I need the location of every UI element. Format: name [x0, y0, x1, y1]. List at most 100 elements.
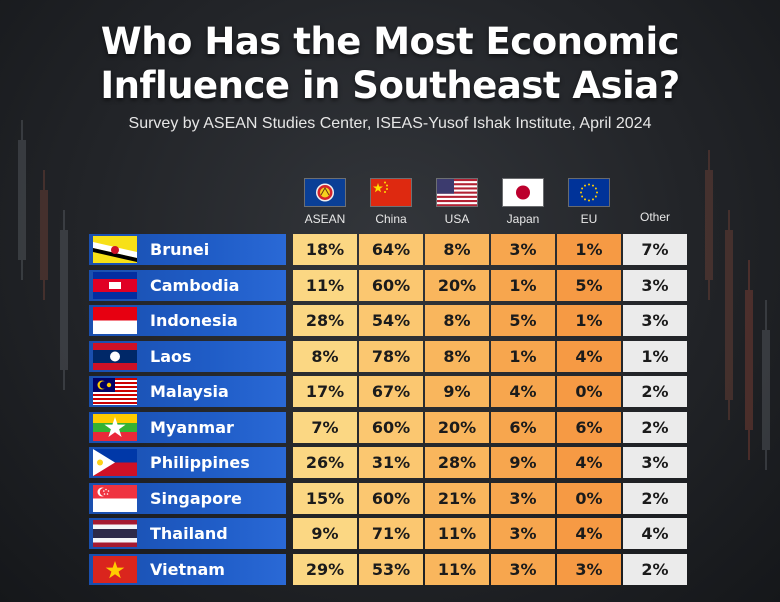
value-cell: 2% — [623, 411, 687, 443]
cambodia-flag-icon — [93, 271, 137, 299]
value-cell: 28% — [293, 305, 357, 336]
value-cell: 0% — [557, 376, 621, 407]
value-cell: 8% — [425, 234, 489, 265]
value-cell: 3% — [557, 553, 621, 585]
indonesia-flag-icon — [93, 307, 137, 334]
value-cell: 0% — [557, 482, 621, 514]
value-cell: 2% — [623, 482, 687, 514]
value-cell: 5% — [491, 305, 555, 336]
value-cell: 9% — [425, 376, 489, 407]
value-cell: 21% — [425, 482, 489, 514]
value-cell: 67% — [359, 376, 423, 407]
chart-title: Who Has the Most Economic Influence in S… — [0, 20, 780, 108]
value-cell: 28% — [425, 447, 489, 478]
value-cell: 31% — [359, 447, 423, 478]
malaysia-flag-icon — [93, 378, 137, 405]
row-label-laos: Laos — [89, 340, 286, 372]
chart-title-line-1: Who Has the Most Economic — [100, 20, 680, 63]
value-cell: 4% — [557, 518, 621, 549]
row-label-brunei: Brunei — [89, 234, 286, 265]
row-label-cambodia: Cambodia — [89, 269, 286, 301]
value-cell: 3% — [491, 518, 555, 549]
value-cell: 1% — [491, 340, 555, 372]
value-cell: 4% — [557, 340, 621, 372]
value-cell: 3% — [491, 234, 555, 265]
eu-flag-icon — [568, 178, 610, 207]
value-cell: 8% — [425, 305, 489, 336]
value-cell: 11% — [293, 269, 357, 301]
row-label-indonesia: Indonesia — [89, 305, 286, 336]
column-header-label: EU — [580, 212, 598, 226]
column-header-label: Japan — [506, 212, 540, 226]
country-name: Cambodia — [150, 275, 240, 295]
row-label-philippines: Philippines — [89, 447, 286, 478]
column-header-eu: EU — [557, 178, 621, 226]
value-cell: 2% — [623, 376, 687, 407]
thailand-flag-icon — [93, 520, 137, 547]
country-name: Brunei — [150, 240, 210, 259]
country-name: Philippines — [150, 453, 250, 472]
value-cell: 6% — [557, 411, 621, 443]
row-label-myanmar: Myanmar — [89, 411, 286, 443]
philippines-flag-icon — [93, 449, 137, 476]
value-cell: 7% — [623, 234, 687, 265]
value-cell: 53% — [359, 553, 423, 585]
country-name: Singapore — [150, 488, 242, 508]
singapore-flag-icon — [93, 484, 137, 512]
row-label-singapore: Singapore — [89, 482, 286, 514]
column-header-label: Other — [639, 210, 670, 224]
value-cell: 20% — [425, 411, 489, 443]
value-cell: 2% — [623, 553, 687, 585]
value-cell: 1% — [623, 340, 687, 372]
country-name: Malaysia — [150, 382, 229, 401]
value-cell: 4% — [623, 518, 687, 549]
country-name: Myanmar — [150, 417, 234, 437]
column-header-japan: Japan — [491, 178, 555, 226]
value-cell: 60% — [359, 269, 423, 301]
value-cell: 64% — [359, 234, 423, 265]
laos-flag-icon — [93, 342, 137, 370]
brunei-flag-icon — [93, 236, 137, 263]
asean-flag-icon — [304, 178, 346, 207]
value-cell: 8% — [425, 340, 489, 372]
value-cell: 7% — [293, 411, 357, 443]
value-cell: 4% — [557, 447, 621, 478]
column-header-label: China — [375, 212, 407, 226]
value-cell: 5% — [557, 269, 621, 301]
value-cell: 8% — [293, 340, 357, 372]
vietnam-flag-icon — [93, 555, 137, 583]
value-cell: 29% — [293, 553, 357, 585]
value-cell: 26% — [293, 447, 357, 478]
china-flag-icon — [370, 178, 412, 207]
row-label-thailand: Thailand — [89, 518, 286, 549]
column-header-label: USA — [444, 212, 470, 226]
column-header-other: Other — [623, 178, 687, 226]
value-cell: 60% — [359, 411, 423, 443]
value-cell: 71% — [359, 518, 423, 549]
country-name: Thailand — [150, 524, 228, 543]
value-cell: 11% — [425, 518, 489, 549]
myanmar-flag-icon — [93, 413, 137, 441]
value-cell: 60% — [359, 482, 423, 514]
chart-subtitle: Survey by ASEAN Studies Center, ISEAS-Yu… — [128, 115, 652, 132]
value-cell: 1% — [491, 269, 555, 301]
japan-flag-icon — [502, 178, 544, 207]
column-header-asean: ASEAN — [293, 178, 357, 226]
value-cell: 20% — [425, 269, 489, 301]
value-cell: 4% — [491, 376, 555, 407]
value-cell: 3% — [491, 482, 555, 514]
value-cell: 9% — [491, 447, 555, 478]
chart-title-line-2: Influence in Southeast Asia? — [100, 64, 680, 107]
value-cell: 78% — [359, 340, 423, 372]
column-header-usa: USA — [425, 178, 489, 226]
country-name: Vietnam — [150, 559, 225, 579]
value-cell: 9% — [293, 518, 357, 549]
value-cell: 3% — [491, 553, 555, 585]
value-cell: 3% — [623, 269, 687, 301]
row-label-malaysia: Malaysia — [89, 376, 286, 407]
value-cell: 17% — [293, 376, 357, 407]
value-cell: 54% — [359, 305, 423, 336]
value-cell: 3% — [623, 447, 687, 478]
value-cell: 3% — [623, 305, 687, 336]
value-cell: 18% — [293, 234, 357, 265]
